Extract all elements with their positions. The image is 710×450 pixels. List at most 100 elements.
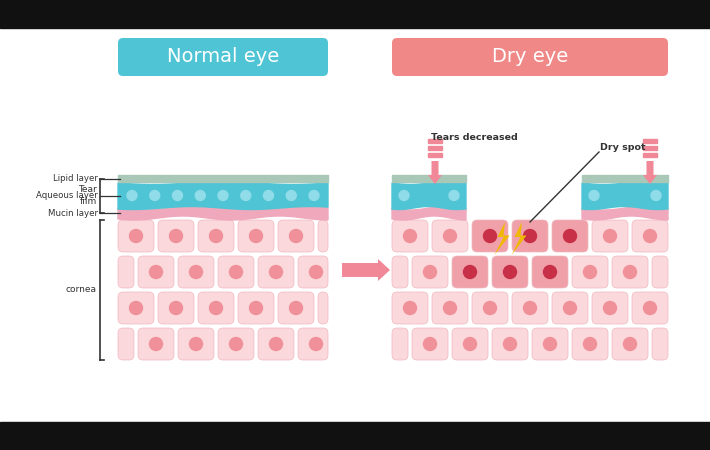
Circle shape (444, 302, 457, 315)
Circle shape (444, 230, 457, 243)
Bar (428, 139, 442, 143)
Circle shape (290, 230, 302, 243)
FancyBboxPatch shape (238, 292, 274, 324)
Circle shape (270, 338, 283, 351)
Circle shape (150, 190, 160, 201)
FancyBboxPatch shape (178, 328, 214, 360)
FancyBboxPatch shape (612, 256, 648, 288)
Polygon shape (392, 181, 466, 210)
Circle shape (464, 266, 476, 279)
FancyBboxPatch shape (392, 220, 428, 252)
Circle shape (564, 230, 577, 243)
FancyBboxPatch shape (552, 220, 588, 252)
FancyBboxPatch shape (158, 220, 194, 252)
Text: Normal eye: Normal eye (167, 48, 279, 67)
Circle shape (543, 266, 557, 279)
Polygon shape (511, 222, 527, 255)
Polygon shape (582, 181, 668, 210)
Circle shape (270, 266, 283, 279)
FancyBboxPatch shape (472, 220, 508, 252)
FancyBboxPatch shape (432, 220, 468, 252)
FancyBboxPatch shape (652, 328, 668, 360)
FancyBboxPatch shape (198, 292, 234, 324)
Circle shape (423, 338, 437, 351)
Circle shape (173, 190, 182, 201)
Polygon shape (494, 222, 510, 255)
FancyBboxPatch shape (632, 220, 668, 252)
FancyBboxPatch shape (258, 328, 294, 360)
FancyBboxPatch shape (572, 328, 608, 360)
FancyBboxPatch shape (218, 256, 254, 288)
Circle shape (129, 230, 143, 243)
Bar (0, 0, 710, 28)
Text: Dry spot: Dry spot (600, 144, 645, 153)
Circle shape (309, 190, 319, 201)
Bar (428, 153, 442, 157)
Circle shape (449, 190, 459, 201)
Circle shape (623, 266, 636, 279)
FancyBboxPatch shape (392, 292, 428, 324)
FancyBboxPatch shape (118, 328, 134, 360)
Bar (0, 422, 710, 450)
FancyBboxPatch shape (612, 328, 648, 360)
FancyBboxPatch shape (238, 220, 274, 252)
FancyBboxPatch shape (392, 38, 668, 76)
Circle shape (310, 338, 322, 351)
Bar (643, 146, 657, 150)
FancyBboxPatch shape (392, 256, 408, 288)
Circle shape (604, 302, 616, 315)
Circle shape (241, 190, 251, 201)
FancyBboxPatch shape (392, 328, 408, 360)
Circle shape (129, 302, 143, 315)
Circle shape (195, 190, 205, 201)
FancyBboxPatch shape (552, 292, 588, 324)
FancyBboxPatch shape (118, 292, 154, 324)
Circle shape (263, 190, 273, 201)
Circle shape (523, 230, 537, 243)
Circle shape (190, 266, 202, 279)
Text: Mucin layer: Mucin layer (48, 208, 98, 217)
Circle shape (503, 266, 516, 279)
Circle shape (564, 302, 577, 315)
Circle shape (249, 230, 263, 243)
Bar (643, 153, 657, 157)
Circle shape (584, 338, 596, 351)
FancyBboxPatch shape (118, 256, 134, 288)
FancyBboxPatch shape (412, 328, 448, 360)
FancyBboxPatch shape (472, 292, 508, 324)
FancyBboxPatch shape (218, 328, 254, 360)
Circle shape (249, 302, 263, 315)
FancyBboxPatch shape (258, 256, 294, 288)
Circle shape (170, 302, 182, 315)
Bar (428, 146, 442, 150)
Circle shape (403, 230, 417, 243)
FancyBboxPatch shape (532, 328, 568, 360)
Circle shape (523, 302, 537, 315)
Circle shape (651, 190, 661, 201)
Circle shape (464, 338, 476, 351)
Circle shape (286, 190, 296, 201)
Text: Tears decreased: Tears decreased (431, 133, 518, 142)
Circle shape (643, 302, 657, 315)
Text: Tear
film: Tear film (78, 185, 97, 207)
FancyBboxPatch shape (512, 220, 548, 252)
FancyArrow shape (643, 161, 657, 184)
FancyBboxPatch shape (198, 220, 234, 252)
Circle shape (604, 230, 616, 243)
FancyBboxPatch shape (532, 256, 568, 288)
Circle shape (589, 190, 599, 201)
Text: Dry eye: Dry eye (492, 48, 568, 67)
FancyBboxPatch shape (432, 292, 468, 324)
FancyBboxPatch shape (492, 256, 528, 288)
Circle shape (484, 302, 496, 315)
Circle shape (170, 230, 182, 243)
FancyBboxPatch shape (138, 328, 174, 360)
Circle shape (229, 266, 243, 279)
FancyBboxPatch shape (278, 220, 314, 252)
Circle shape (209, 230, 222, 243)
Polygon shape (582, 206, 668, 220)
Bar (643, 139, 657, 143)
FancyBboxPatch shape (118, 220, 154, 252)
Circle shape (127, 190, 137, 201)
FancyArrow shape (428, 161, 442, 184)
